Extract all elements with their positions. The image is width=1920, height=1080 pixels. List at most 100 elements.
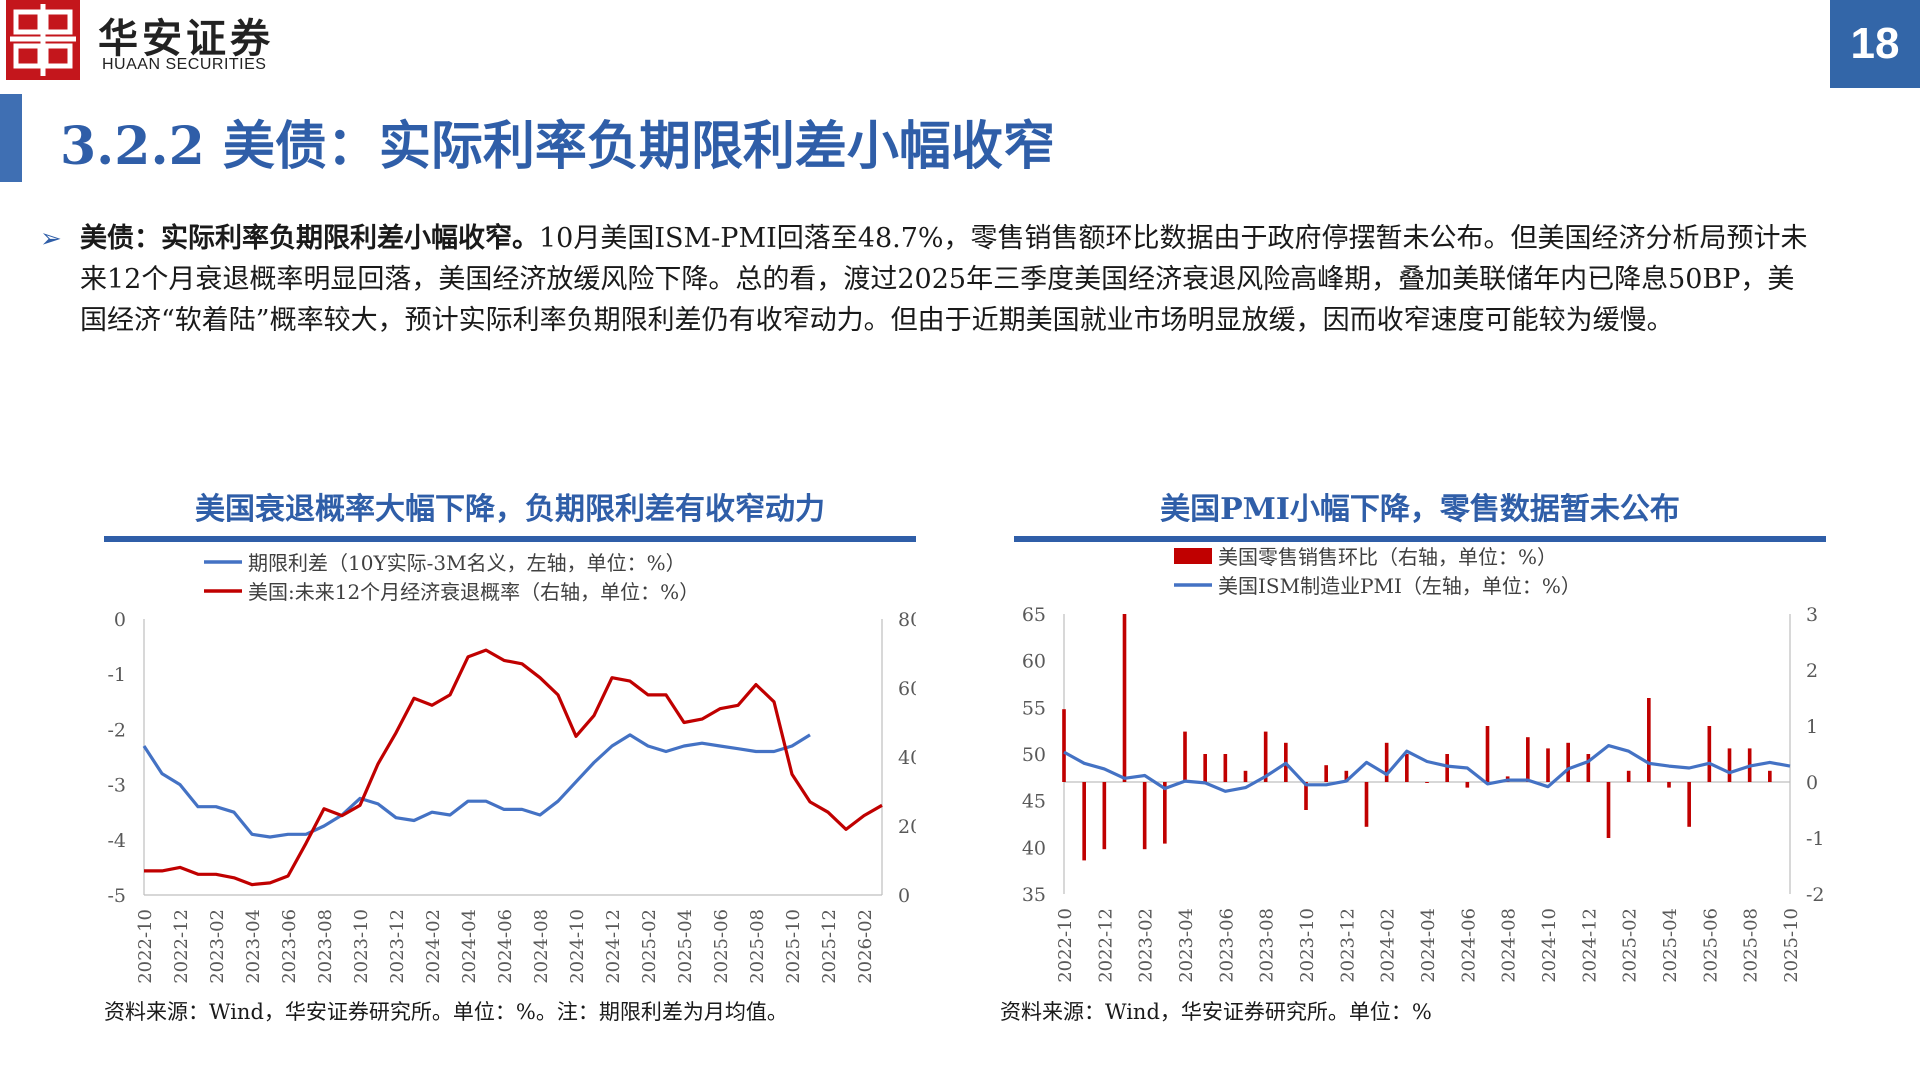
y-left-tick-label: -4 (107, 830, 126, 852)
x-tick-label: 2022-10 (135, 909, 156, 984)
x-tick-label: 2023-12 (387, 909, 408, 984)
legend-label: 期限利差（10Y实际-3M名义，左轴，单位：%） (248, 551, 686, 575)
y-right-tick-label: -1 (1806, 828, 1825, 850)
retail-sales-bar (1606, 782, 1611, 838)
x-tick-label: 2024-10 (567, 909, 588, 984)
retail-sales-bar (1364, 782, 1369, 827)
legend-label: 美国零售销售环比（右轴，单位：%） (1218, 545, 1557, 569)
retail-sales-bar (1223, 754, 1228, 782)
x-tick-label: 2025-10 (783, 909, 804, 984)
left-chart-rule (104, 536, 916, 542)
x-tick-label: 2023-04 (1176, 908, 1197, 983)
x-tick-label: 2023-08 (315, 909, 336, 984)
legend-swatch (1174, 548, 1212, 564)
y-left-tick-label: 55 (1022, 697, 1046, 719)
retail-sales-bar (1102, 782, 1107, 850)
x-tick-label: 2025-02 (1620, 908, 1641, 983)
page-title: 3.2.2 美债：实际利率负期限利差小幅收窄 (60, 116, 1055, 177)
retail-sales-bar (1546, 748, 1550, 782)
retail-sales-bar (1485, 726, 1490, 782)
y-left-tick-label: 65 (1022, 604, 1046, 626)
x-tick-label: 2024-06 (1458, 908, 1479, 983)
x-tick-label: 2025-06 (1700, 908, 1721, 983)
y-right-tick-label: -2 (1806, 884, 1825, 906)
x-tick-label: 2024-10 (1539, 908, 1560, 983)
y-left-tick-label: -3 (107, 775, 126, 797)
retail-sales-bar (1163, 782, 1167, 844)
y-left-tick-label: 0 (114, 609, 126, 631)
x-tick-label: 2024-12 (603, 909, 624, 984)
x-tick-label: 2025-10 (1781, 908, 1802, 983)
brand-name-en: HUAAN SECURITIES (102, 56, 267, 73)
y-left-tick-label: 60 (1022, 651, 1046, 673)
series-line-2 (144, 648, 883, 887)
y-right-tick-label: 0 (1806, 772, 1818, 794)
body-paragraph: 美债：实际利率负期限利差小幅收窄。10月美国ISM-PMI回落至48.7%，零售… (80, 218, 1820, 341)
x-tick-label: 2024-06 (495, 909, 516, 984)
retail-sales-bar (1324, 765, 1328, 782)
x-tick-label: 2025-12 (819, 909, 840, 984)
legend-label: 美国ISM制造业PMI（左轴，单位：%） (1218, 574, 1581, 598)
y-left-tick-label: -1 (107, 664, 126, 686)
left-chart-title: 美国衰退概率大幅下降，负期限利差有收窄动力 (195, 492, 825, 527)
x-tick-label: 2026-02 (855, 909, 876, 984)
retail-sales-bar (1727, 748, 1732, 782)
y-right-tick-label: 2 (1806, 660, 1818, 682)
retail-sales-bar (1263, 731, 1268, 782)
x-tick-label: 2025-08 (747, 909, 768, 984)
retail-sales-bar (1768, 770, 1772, 782)
y-left-tick-label: 50 (1022, 744, 1046, 766)
retail-sales-bar (1707, 726, 1712, 782)
x-tick-label: 2025-02 (639, 909, 660, 984)
brand-name-cn: 华安证券 (98, 15, 274, 62)
title-accent-bar (0, 94, 22, 182)
brand-logo-mark (6, 0, 80, 80)
retail-sales-bar (1304, 782, 1308, 810)
y-right-tick-label: 1 (1806, 716, 1818, 738)
x-tick-label: 2025-04 (675, 909, 696, 984)
retail-sales-bar (1344, 770, 1349, 782)
retail-sales-bar (1566, 742, 1570, 782)
legend-label: 美国:未来12个月经济衰退概率（右轴，单位：%） (248, 580, 699, 604)
x-tick-label: 2024-12 (1579, 908, 1600, 983)
y-right-tick-label: 3 (1806, 604, 1818, 626)
x-tick-label: 2023-02 (207, 909, 228, 984)
x-tick-label: 2023-12 (1337, 908, 1358, 983)
x-tick-label: 2023-10 (1297, 908, 1318, 983)
y-left-tick-label: 40 (1022, 837, 1046, 859)
retail-sales-bar (1465, 782, 1470, 788)
x-tick-label: 2024-04 (1418, 908, 1439, 983)
y-left-tick-label: 45 (1022, 791, 1046, 813)
y-right-tick-label: 0 (898, 885, 910, 907)
retail-sales-bar (1183, 731, 1187, 782)
y-left-tick-label: -2 (107, 719, 126, 741)
x-tick-label: 2024-02 (423, 909, 444, 984)
x-tick-label: 2025-04 (1660, 908, 1681, 983)
y-right-tick-label: 20 (898, 816, 916, 838)
x-tick-label: 2024-08 (1499, 908, 1520, 983)
retail-sales-bar (1647, 698, 1651, 782)
y-right-tick-label: 80 (898, 609, 916, 631)
x-tick-label: 2024-02 (1378, 908, 1399, 983)
retail-sales-bar (1667, 782, 1671, 788)
x-tick-label: 2022-12 (1095, 908, 1116, 983)
y-right-tick-label: 40 (898, 747, 916, 769)
retail-sales-bar (1405, 754, 1409, 782)
x-tick-label: 2024-08 (531, 909, 552, 984)
left-chart-source: 资料来源：Wind，华安证券研究所。单位：%。注：期限利差为月均值。 (104, 1000, 788, 1024)
x-tick-label: 2023-06 (1216, 908, 1237, 983)
x-tick-label: 2023-08 (1257, 908, 1278, 983)
retail-sales-bar (1445, 754, 1449, 782)
retail-sales-bar (1687, 782, 1691, 827)
right-chart-source: 资料来源：Wind，华安证券研究所。单位：% (1000, 1000, 1432, 1024)
x-tick-label: 2024-04 (459, 909, 480, 984)
retail-sales-bar (1586, 754, 1591, 782)
retail-sales-bar (1526, 737, 1530, 782)
x-tick-label: 2023-10 (351, 909, 372, 984)
series-line-1 (142, 733, 811, 839)
x-tick-label: 2022-12 (171, 909, 192, 984)
x-tick-label: 2025-08 (1741, 908, 1762, 983)
x-tick-label: 2022-10 (1055, 908, 1076, 983)
x-tick-label: 2023-06 (279, 909, 300, 984)
right-chart-rule (1014, 536, 1826, 542)
